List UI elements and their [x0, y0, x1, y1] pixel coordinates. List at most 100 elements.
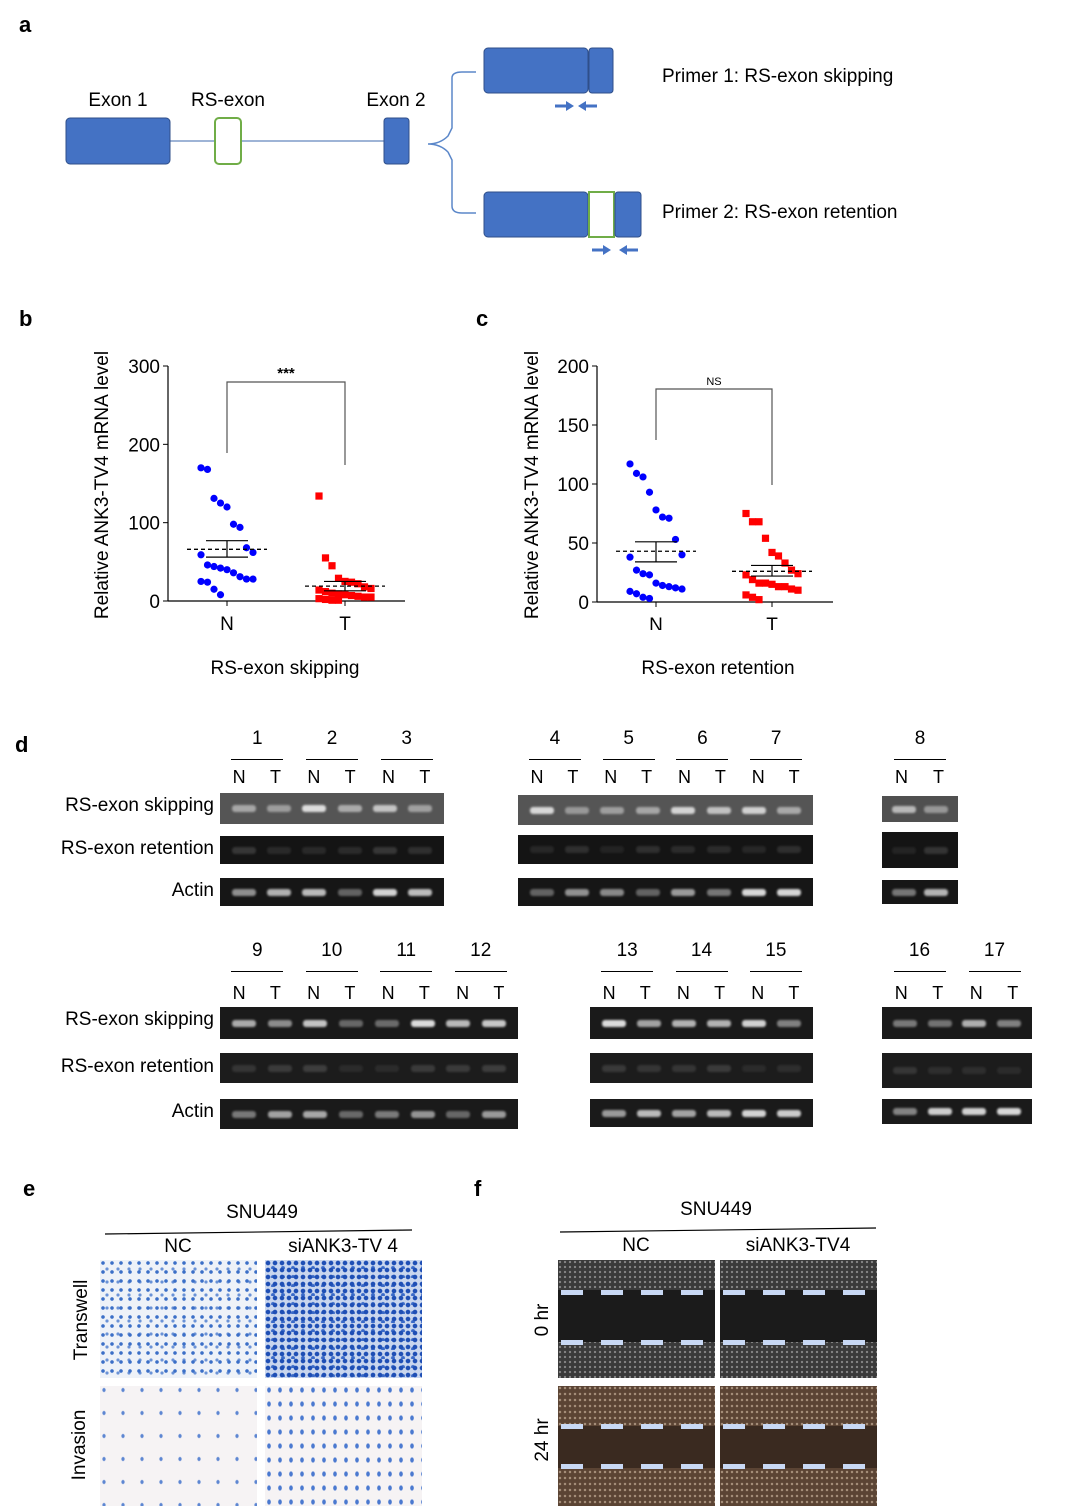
- gel-band: [231, 888, 256, 896]
- data-point-N: [626, 587, 634, 595]
- gel-band: [924, 805, 948, 813]
- gel-band: [339, 1019, 364, 1027]
- gel-band: [601, 1064, 626, 1072]
- data-point-T: [321, 595, 330, 604]
- gel-band: [924, 846, 948, 854]
- data-point-T: [341, 591, 349, 599]
- gel-band: [892, 805, 916, 813]
- data-point-T: [315, 492, 323, 500]
- data-point-T: [354, 580, 362, 588]
- scratch-marker: [763, 1340, 785, 1345]
- lane-label-t: T: [493, 983, 505, 1003]
- lane-label-n: N: [602, 983, 616, 1003]
- data-point-N: [632, 469, 641, 477]
- sample-number: 7: [770, 728, 782, 749]
- gel-skipping: [590, 1007, 813, 1039]
- lane-label-n: N: [232, 767, 246, 787]
- data-point-T: [774, 583, 783, 591]
- gel-band: [777, 806, 802, 814]
- invasion-si-image: [265, 1386, 422, 1506]
- gel-band: [374, 1064, 399, 1072]
- data-point-T: [742, 571, 750, 579]
- gel-band: [671, 806, 696, 814]
- scratch-marker: [601, 1424, 623, 1429]
- gel-band: [893, 1019, 918, 1027]
- gel-band: [337, 846, 362, 854]
- gel-retention: [220, 836, 444, 864]
- scratch-marker: [681, 1424, 703, 1429]
- panel-letter-e: e: [23, 1176, 36, 1201]
- gel-band: [374, 1019, 399, 1027]
- gel-band: [410, 1110, 435, 1118]
- lane-label-n: N: [232, 983, 246, 1003]
- data-point-N: [632, 566, 641, 574]
- panel-letter-c: c: [476, 306, 489, 331]
- lane-label-t: T: [639, 983, 651, 1003]
- chart-c-ylabel: Relative ANK3-TV4 mRNA level: [522, 350, 543, 620]
- gel-band: [482, 1110, 507, 1118]
- gel-band: [231, 846, 256, 854]
- data-point-N: [639, 570, 647, 578]
- data-point-N: [242, 544, 251, 552]
- sample-underline: [894, 759, 946, 760]
- gel-band: [446, 1064, 471, 1072]
- e-row-transwell: Transwell: [71, 1279, 92, 1361]
- data-point-N: [652, 579, 660, 587]
- e-col-nc: NC: [164, 1236, 192, 1257]
- gel-actin: [220, 1099, 518, 1129]
- gel-band: [529, 806, 554, 814]
- splicing-diagram: [65, 47, 642, 255]
- y-tick-label: 150: [557, 416, 589, 437]
- gel-band: [231, 1110, 256, 1118]
- gel-band: [927, 1108, 952, 1115]
- gel-band: [777, 1109, 802, 1117]
- scratch-gap: [720, 1426, 877, 1468]
- gel-band: [706, 806, 731, 814]
- gel-band: [996, 1019, 1021, 1027]
- gel-band: [408, 805, 433, 812]
- scratch-gap: [558, 1290, 715, 1342]
- data-point-T: [367, 593, 375, 601]
- lane-label-t: T: [419, 767, 431, 787]
- gel-band: [266, 888, 291, 896]
- data-point-N: [197, 551, 205, 559]
- data-point-N: [216, 499, 225, 507]
- data-point-N: [249, 548, 257, 557]
- data-point-T: [787, 566, 796, 574]
- data-point-N: [626, 460, 634, 468]
- sample-number: 16: [908, 940, 931, 961]
- data-point-T: [748, 575, 757, 584]
- gel-band: [741, 806, 766, 814]
- lane-label-n: N: [604, 767, 618, 787]
- sample-number: 17: [983, 940, 1006, 961]
- scratch-marker: [561, 1464, 583, 1469]
- skip-transcript-exon1: [483, 47, 589, 94]
- rs-exon-box: [214, 117, 242, 165]
- f-row-0hr: 0 hr: [532, 1303, 553, 1337]
- lane-label-n: N: [382, 767, 395, 787]
- sample-underline: [602, 759, 655, 760]
- gel-skipping: [220, 793, 444, 824]
- scratch-marker: [803, 1340, 825, 1345]
- sample-underline: [750, 759, 803, 760]
- gel-actin: [590, 1099, 813, 1127]
- lane-label-t: T: [269, 983, 281, 1003]
- lane-label-t: T: [641, 767, 653, 787]
- data-point-N: [216, 591, 225, 599]
- scratch-marker: [803, 1290, 825, 1295]
- gel-retention: [518, 835, 813, 864]
- gel-band: [742, 1109, 767, 1117]
- gel-band: [636, 1019, 661, 1027]
- sample-number: 4: [549, 728, 561, 749]
- sample-number: 5: [623, 728, 634, 749]
- chart-b-ylabel: Relative ANK3-TV4 mRNA level: [92, 350, 113, 620]
- f-cell-line: SNU449: [680, 1199, 752, 1220]
- gel-band: [302, 805, 327, 812]
- gel-band: [706, 888, 731, 896]
- sample-underline: [528, 759, 581, 760]
- sample-number: 13: [616, 940, 638, 961]
- scratch-nc-24hr-image: [558, 1386, 715, 1506]
- x-tick-label: T: [339, 614, 351, 630]
- gel-band: [337, 805, 362, 812]
- data-point-N: [626, 553, 634, 561]
